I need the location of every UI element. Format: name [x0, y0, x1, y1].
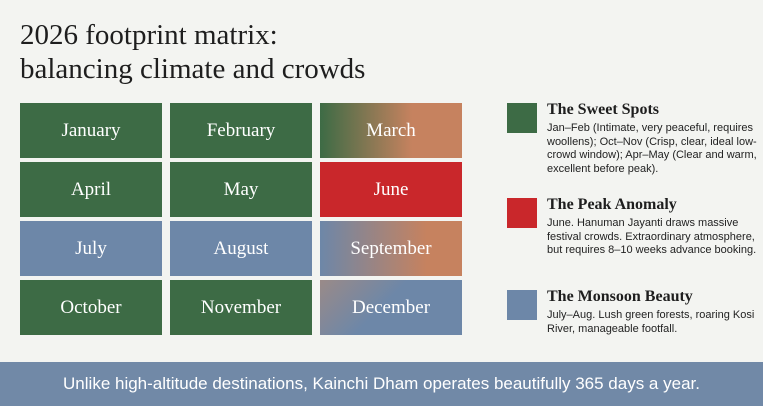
legend-swatch	[507, 103, 537, 133]
legend-title: The Sweet Spots	[547, 101, 660, 118]
month-cell: December	[320, 280, 462, 335]
legend-text: July–Aug. Lush green forests, roaring Ko…	[547, 309, 755, 335]
month-cell: January	[20, 103, 162, 158]
month-cell: July	[20, 221, 162, 276]
title: 2026 footprint matrix: balancing climate…	[20, 18, 365, 86]
legend-swatch	[507, 290, 537, 320]
month-cell: November	[170, 280, 312, 335]
month-cell: May	[170, 162, 312, 217]
legend-text: Jan–Feb (Intimate, very peaceful, requir…	[547, 122, 757, 175]
legend-text: June. Hanuman Jayanti draws massive fest…	[547, 217, 757, 256]
title-line: balancing climate and crowds	[20, 53, 366, 85]
month-cell: August	[170, 221, 312, 276]
month-cell: October	[20, 280, 162, 335]
legend-swatch	[507, 198, 537, 228]
month-cell: March	[320, 103, 462, 158]
month-cell: June	[320, 162, 462, 217]
legend-title: The Monsoon Beauty	[547, 288, 693, 305]
month-cell: September	[320, 221, 462, 276]
title-line: 2026 footprint matrix:	[20, 19, 278, 51]
footer: Unlike high-altitude destinations, Kainc…	[0, 362, 763, 406]
month-cell: February	[170, 103, 312, 158]
legend-title: The Peak Anomaly	[547, 196, 677, 213]
month-cell: April	[20, 162, 162, 217]
